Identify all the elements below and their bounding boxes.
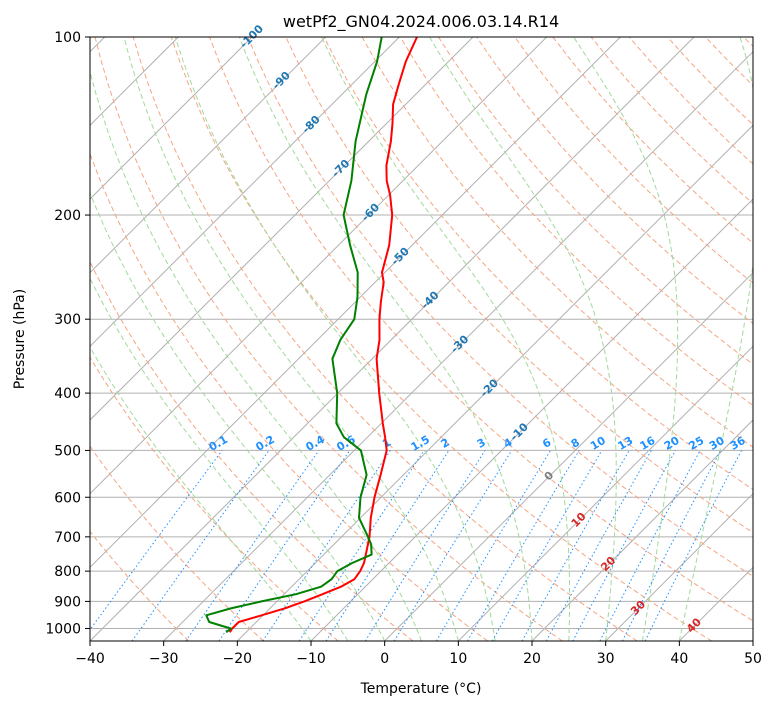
dry-adiabat-line bbox=[90, 260, 414, 641]
moist-adiabat-line bbox=[678, 37, 753, 641]
mixing-ratio-line bbox=[131, 450, 270, 641]
isotherm-line bbox=[531, 419, 753, 641]
moist-adiabat-line bbox=[573, 37, 679, 641]
isotherm-line bbox=[90, 37, 253, 200]
y-tick-label: 100 bbox=[54, 30, 81, 46]
y-tick-label: 500 bbox=[54, 443, 81, 459]
moist-adiabat-line bbox=[90, 69, 422, 641]
y-tick-label: 900 bbox=[54, 594, 81, 610]
isotherm-line bbox=[163, 50, 753, 641]
dry-adiabat-line bbox=[170, 37, 712, 641]
data-series bbox=[205, 37, 418, 634]
dry-adiabat-line bbox=[132, 37, 638, 641]
isotherm-line bbox=[90, 37, 548, 495]
y-tick-label: 800 bbox=[54, 564, 81, 580]
moist-adiabat-line bbox=[90, 346, 312, 641]
x-tick-label: 10 bbox=[449, 651, 467, 667]
isotherm-line bbox=[605, 492, 753, 641]
moist-adiabat-line bbox=[90, 277, 349, 641]
y-tick-label: 200 bbox=[54, 208, 81, 224]
y-tick-label: 1000 bbox=[45, 621, 81, 637]
y-tick-label: 400 bbox=[54, 386, 81, 402]
x-tick-label: 0 bbox=[380, 651, 389, 667]
background-lines bbox=[90, 37, 753, 641]
dry-adiabat-line bbox=[514, 37, 753, 284]
mixing-ratio-line bbox=[521, 450, 630, 641]
x-tick-label: 40 bbox=[670, 651, 688, 667]
isotherm-line bbox=[90, 37, 327, 274]
y-tick-label: 600 bbox=[54, 490, 81, 506]
mixing-ratio-line bbox=[393, 450, 513, 641]
y-tick-label: 700 bbox=[54, 530, 81, 546]
x-tick-label: 50 bbox=[744, 651, 762, 667]
moist-adiabat-line bbox=[321, 37, 571, 641]
mixing-ratio-line bbox=[644, 450, 742, 641]
x-tick-label: −40 bbox=[75, 651, 105, 667]
x-axis-ticks: −40 −30 −20 −10 0 10 20 30 40 50 bbox=[75, 641, 762, 667]
dry-adiabat-line bbox=[94, 37, 563, 641]
chart-title: wetPf2_GN04.2024.006.03.14.R14 bbox=[283, 12, 559, 32]
isotherm-line bbox=[236, 124, 753, 641]
mixing-ratio-line bbox=[545, 450, 652, 641]
x-tick-label: 20 bbox=[523, 651, 541, 667]
plot-frame bbox=[89, 36, 754, 642]
isotherm-line bbox=[90, 37, 695, 641]
x-tick-label: 30 bbox=[597, 651, 615, 667]
moist-adiabat-line bbox=[123, 37, 459, 641]
isotherm-line bbox=[90, 37, 400, 348]
dry-adiabat-line bbox=[399, 37, 753, 407]
y-tick-label: 300 bbox=[54, 312, 81, 328]
dry-adiabat-line bbox=[90, 445, 264, 641]
moist-adiabat-line bbox=[429, 37, 617, 641]
moist-adiabat-line bbox=[174, 37, 496, 641]
mixing-ratio-line bbox=[621, 450, 722, 641]
dewpoint-series-line bbox=[205, 37, 383, 634]
y-axis-title: Pressure (hPa) bbox=[12, 289, 28, 389]
mixing-ratio-line bbox=[572, 450, 676, 641]
dry-adiabat-line bbox=[209, 37, 753, 622]
temperature-series-line bbox=[228, 37, 418, 633]
mixing-ratio-line bbox=[185, 450, 320, 641]
y-axis-ticks: 100 200 300 400 500 600 700 800 900 1000 bbox=[45, 30, 90, 637]
dry-adiabat-line bbox=[323, 37, 753, 491]
isotherm-line bbox=[90, 37, 474, 421]
mixing-ratio-line bbox=[298, 450, 425, 641]
mixing-ratio-line bbox=[218, 450, 351, 641]
mixing-ratio-line bbox=[90, 450, 223, 631]
x-tick-label: −30 bbox=[149, 651, 179, 667]
dry-adiabat-line bbox=[437, 37, 753, 365]
dry-adiabat-line bbox=[90, 356, 339, 641]
dry-adiabat-line bbox=[247, 37, 753, 577]
isotherm-line bbox=[752, 640, 753, 641]
x-tick-label: −10 bbox=[296, 651, 326, 667]
isotherm-line bbox=[384, 271, 753, 641]
isotherm-line bbox=[90, 37, 621, 569]
x-axis-title: Temperature (°C) bbox=[360, 681, 482, 697]
dry-adiabat-line bbox=[90, 152, 488, 641]
moist-adiabat-line bbox=[238, 37, 533, 641]
moist-adiabat-line bbox=[90, 191, 386, 641]
mixing-ratio-line bbox=[325, 450, 450, 641]
plot-background bbox=[90, 37, 753, 641]
dry-adiabat-line bbox=[90, 530, 190, 641]
x-tick-label: −20 bbox=[223, 651, 253, 667]
isotherm-line bbox=[457, 345, 753, 641]
